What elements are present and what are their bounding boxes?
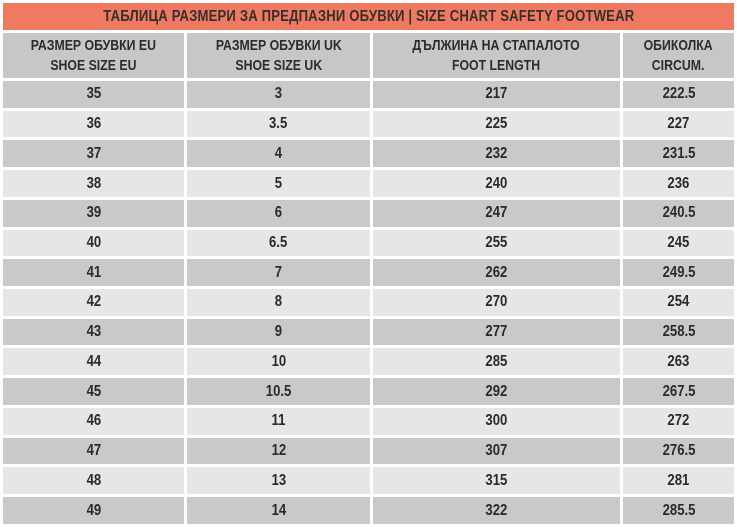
column-header-label-bg: РАЗМЕР ОБУВКИ UK <box>215 37 342 54</box>
cell-foot-length: 240 <box>373 170 620 197</box>
cell-foot-length: 277 <box>373 318 620 346</box>
cell-shoe-size-uk: 11 <box>187 407 370 435</box>
cell-shoe-size-uk: 10.5 <box>187 378 370 405</box>
cell-circumference: 267.5 <box>623 378 735 405</box>
table-title-row: ТАБЛИЦА РАЗМЕРИ ЗА ПРЕДПАЗНИ ОБУВКИ | SI… <box>3 3 735 30</box>
cell-foot-length: 315 <box>373 467 620 495</box>
table-row: 46 11 300 272 <box>3 407 735 435</box>
table-row: 47 12 307 276.5 <box>3 437 735 465</box>
column-header-foot-length: ДЪЛЖИНА НА СТАПАЛОТО FOOT LENGTH <box>373 33 620 78</box>
cell-circumference: 254 <box>623 289 735 316</box>
table-row: 44 10 285 263 <box>3 348 735 376</box>
cell-circumference: 249.5 <box>623 259 735 287</box>
cell-foot-length: 292 <box>373 378 620 405</box>
cell-shoe-size-uk: 14 <box>187 497 370 524</box>
table-row: 49 14 322 285.5 <box>3 497 735 524</box>
cell-circumference: 281 <box>623 467 735 495</box>
cell-foot-length: 255 <box>373 229 620 257</box>
table-row: 36 3.5 225 227 <box>3 110 735 138</box>
column-header-label-en: SHOE SIZE UK <box>235 56 322 74</box>
cell-shoe-size-eu: 45 <box>3 378 184 405</box>
column-header-label-bg: РАЗМЕР ОБУВКИ EU <box>30 37 157 54</box>
table-row: 37 4 232 231.5 <box>3 140 735 168</box>
cell-shoe-size-eu: 42 <box>3 289 184 316</box>
cell-shoe-size-eu: 37 <box>3 140 184 168</box>
column-header-label-en: FOOT LENGTH <box>452 56 541 74</box>
cell-circumference: 240.5 <box>623 199 735 227</box>
table-row: 48 13 315 281 <box>3 467 735 495</box>
table-title-text: ТАБЛИЦА РАЗМЕРИ ЗА ПРЕДПАЗНИ ОБУВКИ | SI… <box>102 7 635 25</box>
table-row: 40 6.5 255 245 <box>3 229 735 257</box>
cell-foot-length: 307 <box>373 437 620 465</box>
cell-shoe-size-uk: 6 <box>187 199 370 227</box>
cell-shoe-size-uk: 12 <box>187 437 370 465</box>
cell-shoe-size-eu: 49 <box>3 497 184 524</box>
cell-circumference: 236 <box>623 170 735 197</box>
cell-shoe-size-eu: 38 <box>3 170 184 197</box>
cell-shoe-size-uk: 3 <box>187 81 370 108</box>
cell-foot-length: 225 <box>373 110 620 138</box>
cell-circumference: 263 <box>623 348 735 376</box>
cell-shoe-size-eu: 47 <box>3 437 184 465</box>
cell-shoe-size-uk: 13 <box>187 467 370 495</box>
size-table-body: 35 3 217 222.5 36 3.5 225 227 37 4 232 2… <box>3 81 735 524</box>
column-header-label-en: SHOE SIZE EU <box>50 56 137 74</box>
cell-shoe-size-uk: 6.5 <box>187 229 370 257</box>
cell-shoe-size-eu: 43 <box>3 318 184 346</box>
cell-shoe-size-uk: 7 <box>187 259 370 287</box>
table-row: 41 7 262 249.5 <box>3 259 735 287</box>
cell-shoe-size-eu: 44 <box>3 348 184 376</box>
cell-shoe-size-uk: 9 <box>187 318 370 346</box>
table-row: 43 9 277 258.5 <box>3 318 735 346</box>
cell-foot-length: 262 <box>373 259 620 287</box>
cell-foot-length: 285 <box>373 348 620 376</box>
cell-foot-length: 322 <box>373 497 620 524</box>
table-row: 38 5 240 236 <box>3 170 735 197</box>
table-row: 45 10.5 292 267.5 <box>3 378 735 405</box>
cell-shoe-size-eu: 40 <box>3 229 184 257</box>
cell-circumference: 258.5 <box>623 318 735 346</box>
cell-circumference: 231.5 <box>623 140 735 168</box>
column-header-label-bg: ОБИКОЛКА <box>644 37 714 54</box>
cell-shoe-size-uk: 5 <box>187 170 370 197</box>
size-chart-header: ТАБЛИЦА РАЗМЕРИ ЗА ПРЕДПАЗНИ ОБУВКИ | SI… <box>3 3 735 78</box>
column-header-shoe-size-uk: РАЗМЕР ОБУВКИ UK SHOE SIZE UK <box>187 33 370 78</box>
cell-circumference: 227 <box>623 110 735 138</box>
column-header-circumference: ОБИКОЛКА CIRCUM. <box>623 33 735 78</box>
cell-shoe-size-uk: 4 <box>187 140 370 168</box>
cell-foot-length: 247 <box>373 199 620 227</box>
cell-shoe-size-eu: 39 <box>3 199 184 227</box>
cell-shoe-size-uk: 3.5 <box>187 110 370 138</box>
cell-shoe-size-eu: 35 <box>3 81 184 108</box>
column-header-label-bg: ДЪЛЖИНА НА СТАПАЛОТО <box>412 37 581 54</box>
cell-shoe-size-eu: 46 <box>3 407 184 435</box>
column-header-label-en: CIRCUM. <box>652 56 705 74</box>
cell-circumference: 276.5 <box>623 437 735 465</box>
cell-circumference: 222.5 <box>623 81 735 108</box>
cell-foot-length: 232 <box>373 140 620 168</box>
cell-circumference: 245 <box>623 229 735 257</box>
cell-circumference: 272 <box>623 407 735 435</box>
cell-shoe-size-eu: 48 <box>3 467 184 495</box>
cell-foot-length: 217 <box>373 81 620 108</box>
cell-foot-length: 270 <box>373 289 620 316</box>
table-row: 42 8 270 254 <box>3 289 735 316</box>
cell-foot-length: 300 <box>373 407 620 435</box>
cell-shoe-size-eu: 36 <box>3 110 184 138</box>
cell-shoe-size-uk: 8 <box>187 289 370 316</box>
table-title: ТАБЛИЦА РАЗМЕРИ ЗА ПРЕДПАЗНИ ОБУВКИ | SI… <box>3 3 735 30</box>
table-row: 35 3 217 222.5 <box>3 81 735 108</box>
table-column-header-row: РАЗМЕР ОБУВКИ EU SHOE SIZE EU РАЗМЕР ОБУ… <box>3 33 735 78</box>
cell-circumference: 285.5 <box>623 497 735 524</box>
cell-shoe-size-eu: 41 <box>3 259 184 287</box>
column-header-shoe-size-eu: РАЗМЕР ОБУВКИ EU SHOE SIZE EU <box>3 33 184 78</box>
cell-shoe-size-uk: 10 <box>187 348 370 376</box>
table-row: 39 6 247 240.5 <box>3 199 735 227</box>
